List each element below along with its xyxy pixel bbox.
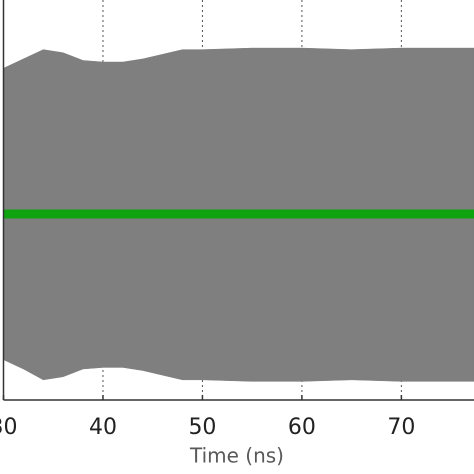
x-tick-label: 40	[89, 415, 117, 440]
envelope-area	[3, 213, 474, 382]
x-tick-label: 50	[188, 415, 216, 440]
x-axis-label: Time (ns)	[189, 444, 284, 468]
envelope-area	[3, 47, 474, 215]
x-tick-label: 60	[288, 415, 316, 440]
x-tick-label: 30	[0, 415, 18, 440]
x-tick-label: 70	[387, 415, 415, 440]
